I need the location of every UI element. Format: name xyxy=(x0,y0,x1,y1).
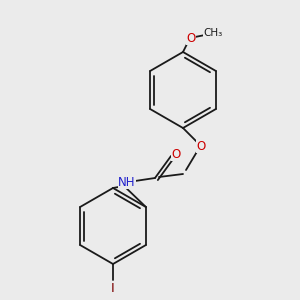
Text: CH₃: CH₃ xyxy=(203,28,223,38)
Text: O: O xyxy=(196,140,206,152)
Text: O: O xyxy=(186,32,196,44)
Text: O: O xyxy=(171,148,181,160)
Text: I: I xyxy=(111,281,115,295)
Text: NH: NH xyxy=(118,176,136,188)
